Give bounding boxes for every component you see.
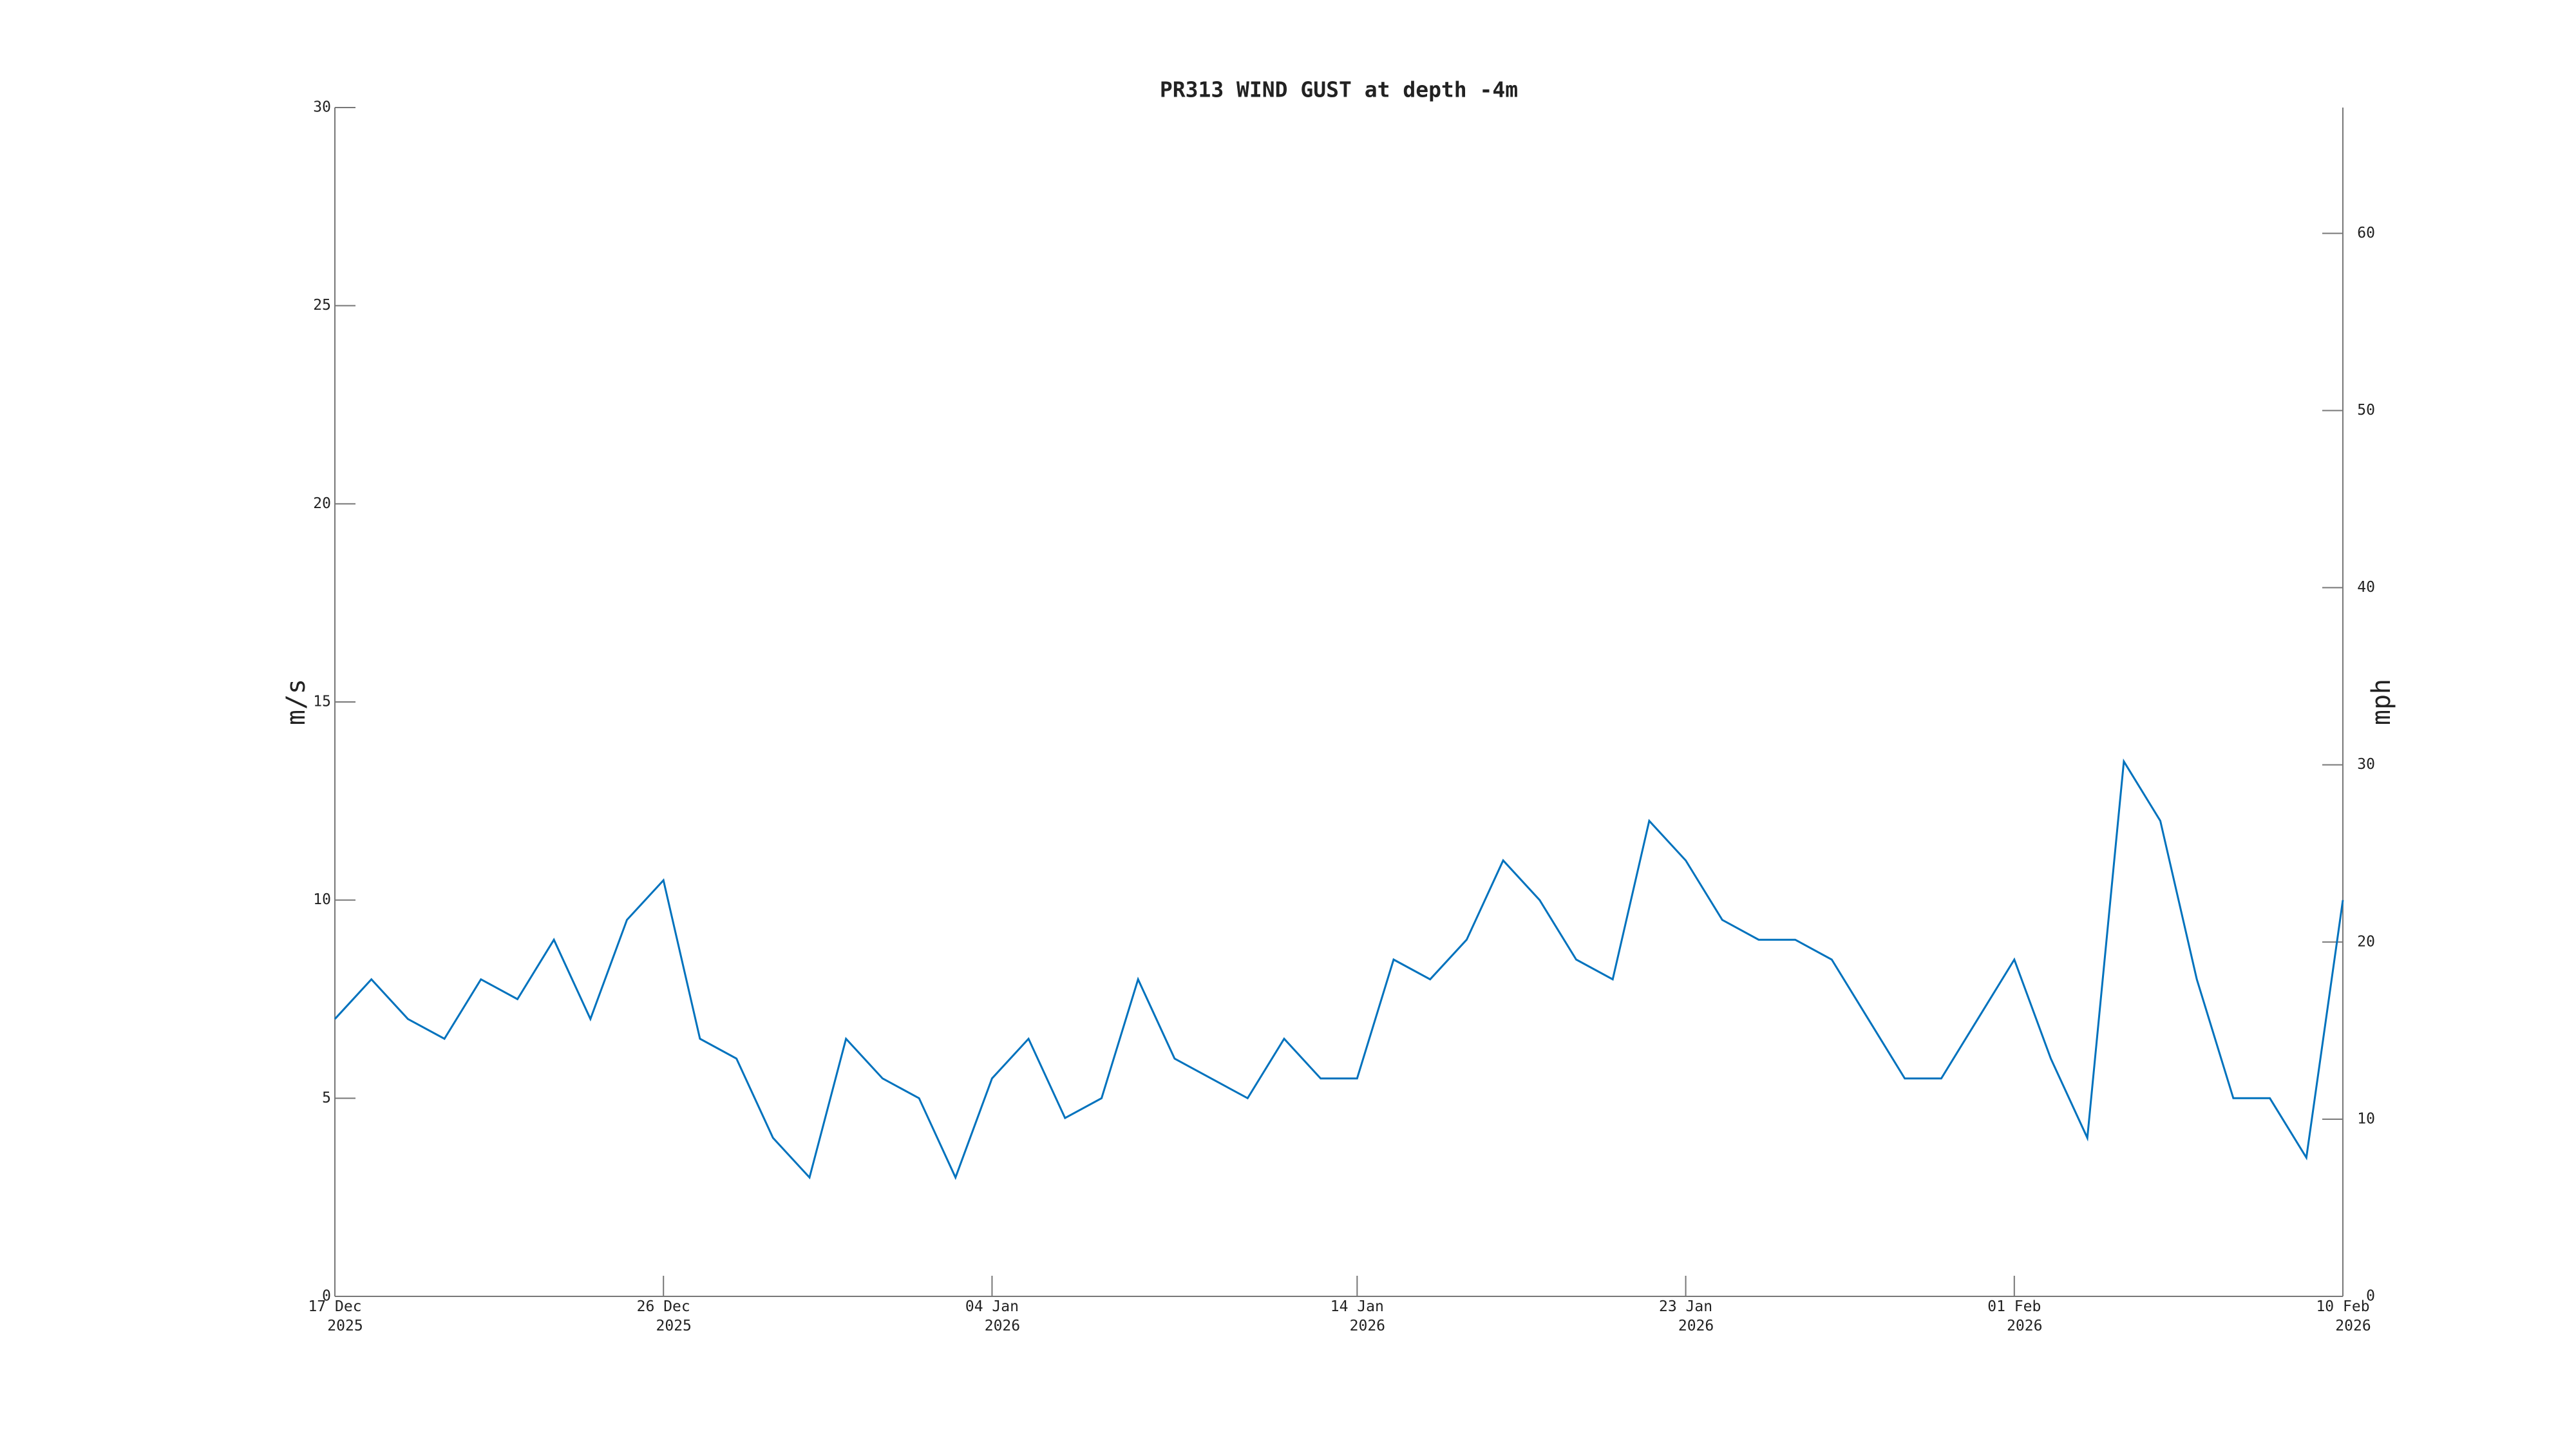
x-tick-label: 01 Feb 2026 bbox=[1987, 1298, 2042, 1334]
x-tick-label: 10 Feb 2026 bbox=[2316, 1298, 2371, 1334]
x-tick-label: 17 Dec 2025 bbox=[308, 1298, 363, 1334]
x-tick-label: 23 Jan 2026 bbox=[1659, 1298, 1714, 1334]
y-tick-label: 0 bbox=[322, 1288, 331, 1305]
y-tick-label: 20 bbox=[313, 495, 331, 512]
x-tick-label: 04 Jan 2026 bbox=[965, 1298, 1020, 1334]
y-tick-label: 30 bbox=[313, 99, 331, 116]
series-line bbox=[334, 758, 2344, 1180]
y2-axis-label: mph bbox=[2367, 679, 2396, 725]
y2-tick-label: 50 bbox=[2357, 402, 2375, 419]
y2-tick-label: 20 bbox=[2357, 933, 2375, 950]
y-tick-label: 5 bbox=[322, 1090, 331, 1106]
y2-tick-label: 60 bbox=[2357, 225, 2375, 242]
y-tick-label: 10 bbox=[313, 891, 331, 908]
y2-tick-label: 40 bbox=[2357, 579, 2375, 596]
y-tick-label: 15 bbox=[313, 694, 331, 710]
y2-tick-label: 0 bbox=[2366, 1288, 2375, 1305]
y-tick-label: 25 bbox=[313, 297, 331, 314]
x-tick-label: 14 Jan 2026 bbox=[1331, 1298, 1385, 1334]
y-axis-label: m/s bbox=[281, 679, 311, 725]
chart-title: PR313 WIND GUST at depth -4m bbox=[1160, 77, 1518, 102]
y2-tick-label: 10 bbox=[2357, 1110, 2375, 1127]
x-tick-label: 26 Dec 2025 bbox=[637, 1298, 692, 1334]
y2-tick-label: 30 bbox=[2357, 756, 2375, 773]
